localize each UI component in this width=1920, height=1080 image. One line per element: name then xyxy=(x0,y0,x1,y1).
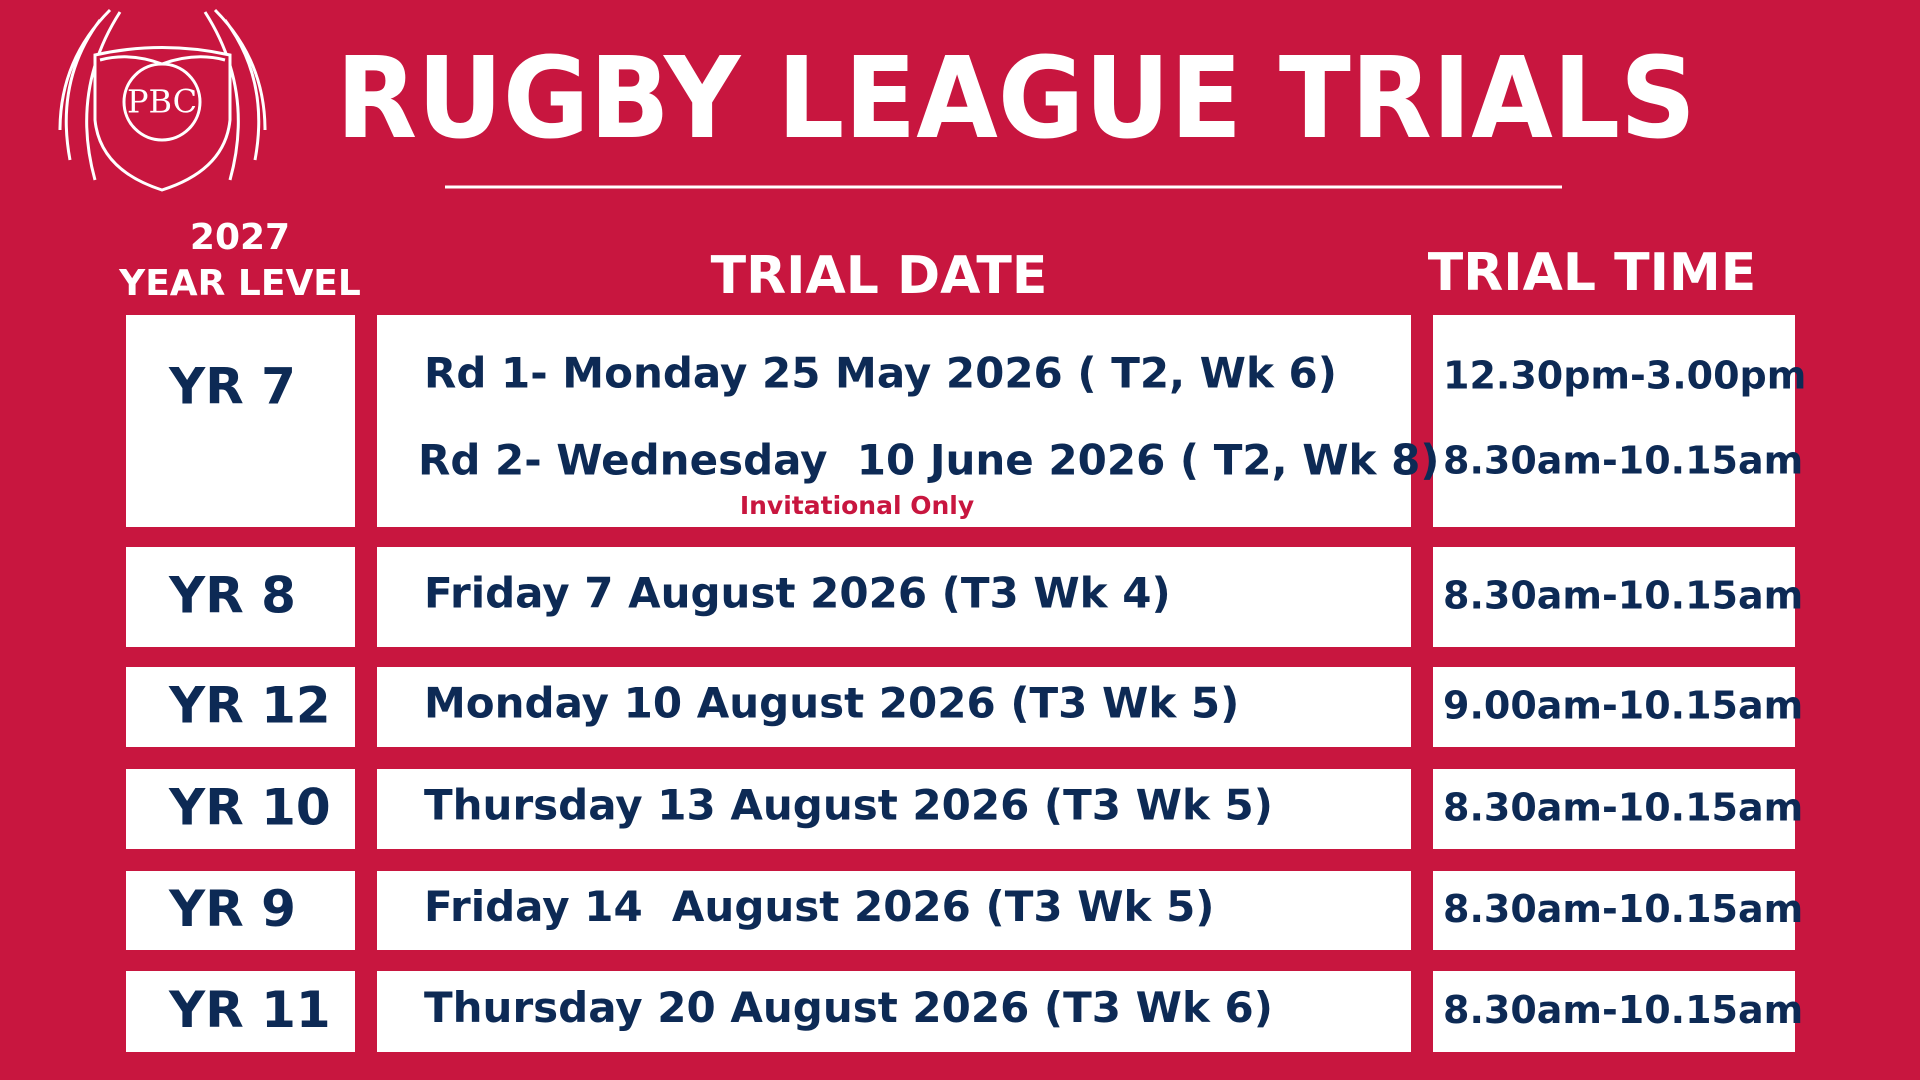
trial-date: Thursday 20 August 2026 (T3 Wk 6) xyxy=(424,983,1273,1032)
cell xyxy=(377,667,1411,747)
cell xyxy=(377,547,1411,647)
trial-date: Thursday 13 August 2026 (T3 Wk 5) xyxy=(424,781,1273,830)
cell xyxy=(1433,871,1795,950)
cell xyxy=(1433,315,1795,527)
logo: PBC xyxy=(58,8,267,192)
trial-time: 8.30am-10.15am xyxy=(1443,439,1803,483)
cell xyxy=(126,547,355,647)
trial-time: 8.30am-10.15am xyxy=(1443,786,1803,830)
trial-date: Friday 7 August 2026 (T3 Wk 4) xyxy=(424,569,1171,618)
cell xyxy=(126,769,355,849)
trial-time: 8.30am-10.15am xyxy=(1443,887,1803,931)
cell xyxy=(377,971,1411,1052)
logo-text: PBC xyxy=(127,83,197,121)
cell xyxy=(1433,667,1795,747)
crest-circle xyxy=(122,62,202,142)
cell xyxy=(1433,547,1795,647)
trial-date: Rd 2- Wednesday 10 June 2026 ( T2, Wk 8) xyxy=(418,436,1440,485)
trial-date: Monday 10 August 2026 (T3 Wk 5) xyxy=(424,679,1239,728)
cell xyxy=(126,871,355,950)
column-header: TRIAL TIME xyxy=(1428,243,1756,303)
cell xyxy=(377,769,1411,849)
cell xyxy=(1433,971,1795,1052)
trial-time: 12.30pm-3.00pm xyxy=(1443,354,1806,398)
year-level: YR 9 xyxy=(168,880,296,938)
title: RUGBY LEAGUE TRIALS xyxy=(336,34,1696,164)
cell xyxy=(377,315,1411,527)
trial-time: 8.30am-10.15am xyxy=(1443,988,1803,1032)
year-level: YR 7 xyxy=(168,358,296,416)
year-level: YR 12 xyxy=(168,677,331,735)
cell xyxy=(1433,769,1795,849)
column-header: YEAR LEVEL xyxy=(118,263,361,304)
trial-time: 9.00am-10.15am xyxy=(1443,684,1803,728)
laurel xyxy=(58,8,267,181)
cell xyxy=(126,667,355,747)
column-header: 2027 xyxy=(190,217,290,258)
cell xyxy=(126,971,355,1052)
year-level: YR 10 xyxy=(168,779,331,837)
cell xyxy=(377,871,1411,950)
trial-date: Rd 1- Monday 25 May 2026 ( T2, Wk 6) xyxy=(424,349,1337,398)
year-level: YR 8 xyxy=(168,567,296,625)
cell xyxy=(126,315,355,527)
year-level: YR 11 xyxy=(168,981,331,1039)
trial-time: 8.30am-10.15am xyxy=(1443,574,1803,618)
column-header: TRIAL DATE xyxy=(711,246,1048,306)
trial-date: Friday 14 August 2026 (T3 Wk 5) xyxy=(424,882,1215,931)
note: Invitational Only xyxy=(740,491,974,520)
